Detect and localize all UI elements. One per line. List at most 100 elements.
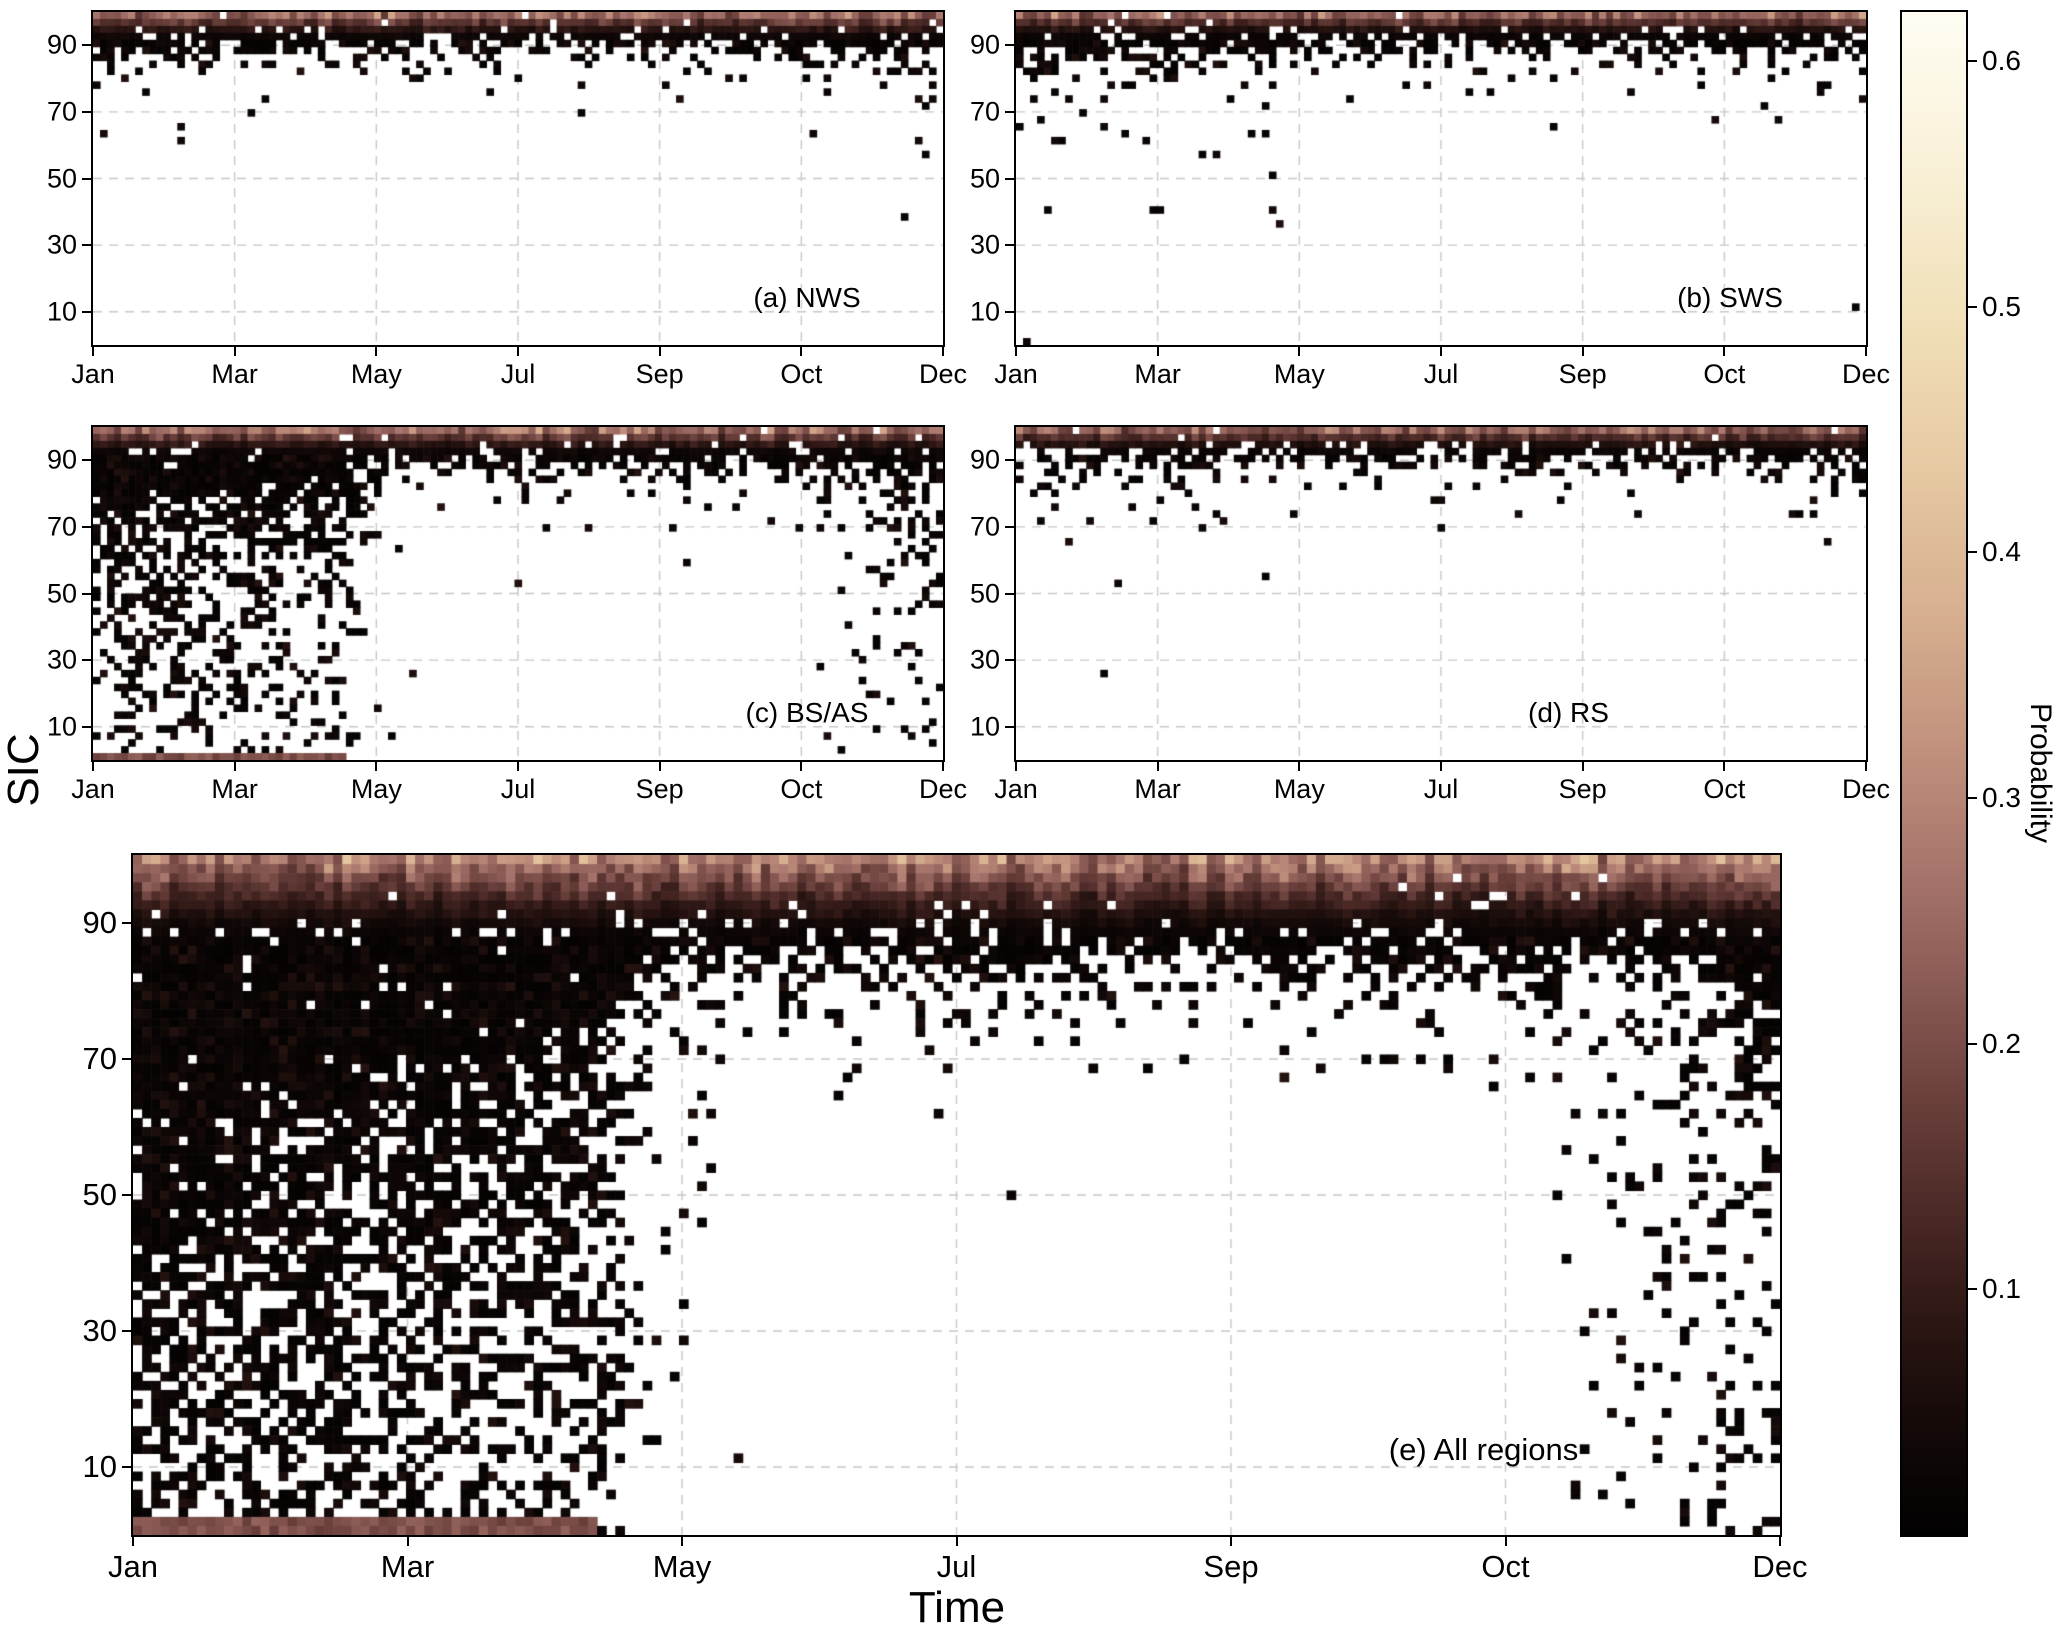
y-tick-mark — [82, 244, 91, 247]
x-tick-label: Dec — [918, 359, 968, 389]
y-tick-mark — [1005, 244, 1014, 247]
x-tick-mark — [1723, 347, 1726, 356]
y-tick-mark — [1005, 44, 1014, 47]
panel-label-c: (c) BS/AS — [745, 697, 869, 729]
colorbar-tick-label: 0.4 — [1982, 536, 2021, 568]
colorbar — [1900, 10, 1968, 1537]
y-tick-label: 70 — [969, 511, 1000, 542]
colorbar-tick-label: 0.5 — [1982, 290, 2021, 322]
x-tick-label: Jul — [1423, 359, 1459, 389]
x-tick-label: Jan — [108, 1549, 158, 1584]
colorbar-tick-mark — [1968, 60, 1977, 63]
y-tick-mark — [122, 922, 131, 924]
x-tick-mark — [1015, 762, 1017, 771]
x-tick-mark — [132, 1537, 134, 1546]
heatmap-panel-e — [131, 853, 1782, 1537]
y-tick-mark — [122, 1194, 131, 1196]
y-tick-label: 10 — [969, 296, 1000, 327]
x-tick-label: May — [350, 774, 402, 804]
x-tick-mark — [517, 347, 519, 356]
x-tick-label: Dec — [1752, 1549, 1808, 1584]
x-tick-label: Mar — [1134, 359, 1181, 389]
colorbar-label: Probability — [2024, 702, 2057, 844]
panel-label-e: (e) All regions — [1388, 1432, 1579, 1467]
colorbar-tick-label: 0.3 — [1982, 782, 2021, 814]
heatmap-panel-b — [1014, 10, 1868, 347]
x-tick-mark — [1156, 347, 1159, 356]
x-tick-mark — [233, 762, 236, 771]
x-tick-mark — [1440, 762, 1442, 771]
y-tick-mark — [82, 310, 91, 313]
x-tick-label: Mar — [1134, 774, 1181, 804]
x-tick-label: Jan — [71, 359, 115, 389]
colorbar-tick-label: 0.1 — [1982, 1273, 2021, 1305]
panel-label-b: (b) SWS — [1677, 282, 1783, 314]
x-tick-label: Dec — [918, 774, 968, 804]
x-tick-label: Dec — [1841, 774, 1891, 804]
y-tick-label: 50 — [969, 578, 1000, 608]
y-tick-label: 90 — [969, 444, 1000, 475]
x-tick-mark — [92, 347, 94, 356]
x-tick-label: Jan — [71, 774, 115, 804]
y-tick-label: 70 — [46, 96, 77, 127]
x-tick-label: Sep — [1203, 1549, 1259, 1584]
x-axis-label: Time — [908, 1583, 1006, 1632]
x-tick-label: Dec — [1841, 359, 1891, 389]
x-tick-mark — [375, 762, 378, 771]
x-tick-label: Mar — [211, 774, 258, 804]
x-tick-mark — [800, 762, 803, 771]
y-tick-label: 50 — [46, 578, 77, 608]
x-tick-label: May — [1273, 774, 1325, 804]
x-tick-mark — [1298, 347, 1301, 356]
colorbar-tick-mark — [1968, 797, 1977, 800]
x-tick-label: May — [652, 1549, 712, 1584]
x-tick-label: Jan — [994, 359, 1038, 389]
x-tick-mark — [233, 347, 236, 356]
x-tick-mark — [1230, 1537, 1232, 1546]
x-tick-label: Sep — [1558, 774, 1607, 804]
y-tick-label: 90 — [46, 444, 77, 475]
y-tick-mark — [1005, 459, 1014, 462]
y-tick-mark — [1005, 177, 1014, 180]
y-tick-label: 90 — [82, 905, 117, 940]
x-tick-mark — [1723, 762, 1726, 771]
y-tick-mark — [82, 725, 91, 728]
heatmap-panel-a — [91, 10, 945, 347]
y-tick-label: 70 — [82, 1041, 117, 1076]
x-tick-label: Oct — [780, 359, 823, 389]
x-tick-label: Jan — [994, 774, 1038, 804]
y-tick-mark — [122, 1330, 131, 1332]
y-tick-mark — [1005, 110, 1014, 113]
y-tick-mark — [82, 592, 91, 595]
x-tick-mark — [658, 347, 661, 356]
y-tick-label: 50 — [969, 163, 1000, 193]
x-tick-mark — [375, 347, 378, 356]
x-tick-mark — [92, 762, 94, 771]
y-tick-label: 90 — [969, 29, 1000, 60]
y-tick-mark — [1005, 725, 1014, 728]
x-tick-mark — [942, 347, 944, 356]
y-tick-mark — [82, 177, 91, 180]
x-tick-label: Oct — [1481, 1549, 1530, 1584]
x-tick-mark — [658, 762, 661, 771]
colorbar-tick-label: 0.6 — [1982, 45, 2021, 77]
y-tick-label: 30 — [969, 229, 1000, 260]
x-tick-mark — [517, 762, 519, 771]
x-tick-label: Oct — [1703, 359, 1746, 389]
heatmap-panel-c — [91, 425, 945, 762]
x-tick-mark — [1156, 762, 1159, 771]
x-tick-label: Sep — [635, 774, 684, 804]
x-tick-mark — [406, 1537, 409, 1546]
y-tick-label: 30 — [46, 229, 77, 260]
y-tick-mark — [1005, 659, 1014, 662]
y-tick-label: 50 — [46, 163, 77, 193]
heatmap-panel-d — [1014, 425, 1868, 762]
y-tick-label: 10 — [46, 296, 77, 327]
x-tick-label: Jul — [1423, 774, 1459, 804]
y-axis-label: SIC — [0, 733, 48, 807]
x-tick-mark — [1504, 1537, 1507, 1546]
y-tick-mark — [82, 459, 91, 462]
x-tick-mark — [1581, 762, 1584, 771]
x-tick-mark — [1779, 1537, 1781, 1546]
x-tick-label: Mar — [211, 359, 258, 389]
